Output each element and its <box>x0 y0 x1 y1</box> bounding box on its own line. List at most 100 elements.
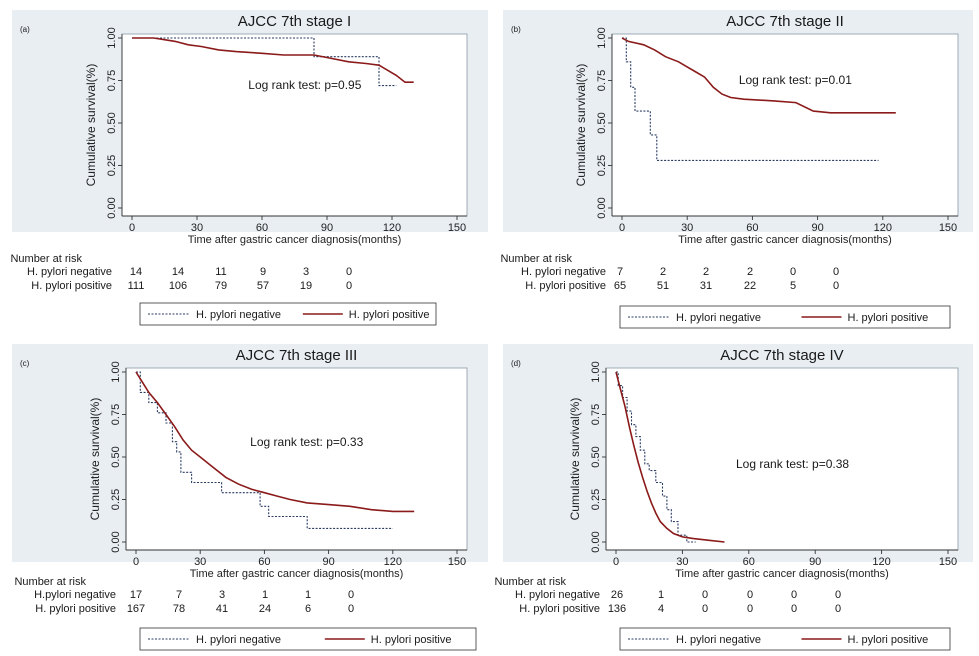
survival-curve-positive <box>615 371 725 543</box>
x-tick-label: 30 <box>681 222 693 234</box>
plot-area <box>121 33 468 217</box>
risk-value: 0 <box>747 603 753 615</box>
x-tick-label: 0 <box>613 556 619 568</box>
risk-value: 57 <box>257 280 269 292</box>
risk-value: 1 <box>658 589 664 601</box>
y-tick-label: 0.25 <box>106 155 118 176</box>
risk-value: 6 <box>305 603 311 615</box>
plot-area <box>125 367 468 551</box>
risk-value: 0 <box>790 266 796 278</box>
risk-table-header: Number at risk <box>10 253 82 265</box>
x-tick-label: 120 <box>383 222 401 234</box>
x-tick-label: 30 <box>676 556 688 568</box>
risk-table-header: Number at risk <box>14 576 86 588</box>
risk-value: 41 <box>216 603 228 615</box>
risk-row-label: H. pylori positive <box>31 280 112 292</box>
risk-value: 17 <box>130 589 142 601</box>
risk-value: 1 <box>262 589 268 601</box>
y-axis-label: Cumulative survival(%) <box>568 398 582 521</box>
risk-value: 2 <box>747 266 753 278</box>
log-rank-annotation: Log rank test: p=0.95 <box>248 78 361 92</box>
x-tick-label: 150 <box>939 556 957 568</box>
risk-row-label: H. pylori negative <box>521 266 606 278</box>
x-tick-label: 30 <box>191 222 203 234</box>
risk-value: 5 <box>790 280 796 292</box>
legend-label-negative: H. pylori negative <box>196 634 281 646</box>
risk-value: 0 <box>835 603 841 615</box>
risk-value: 0 <box>835 589 841 601</box>
risk-value: 3 <box>303 266 309 278</box>
risk-value: 24 <box>259 603 271 615</box>
risk-value: 26 <box>611 589 623 601</box>
risk-value: 0 <box>833 266 839 278</box>
risk-row-label: H. pylori positive <box>35 603 116 615</box>
legend-label-positive: H. pylori positive <box>371 634 452 646</box>
y-tick-label: 1.00 <box>596 27 608 48</box>
plot-area <box>605 367 959 551</box>
x-axis-label: Time after gastric cancer diagnosis(mont… <box>188 234 402 246</box>
panel-label: (a) <box>20 25 30 34</box>
x-axis-label: Time after gastric cancer diagnosis(mont… <box>678 234 892 246</box>
risk-value: 106 <box>169 280 187 292</box>
survival-curve-positive <box>621 37 896 114</box>
legend-box <box>619 305 951 329</box>
risk-row-label: H. pylori positive <box>519 603 600 615</box>
legend-label-negative: H. pylori negative <box>676 634 761 646</box>
y-tick-label: 0.25 <box>596 155 608 176</box>
chart-title: AJCC 7th stage IV <box>720 347 843 364</box>
risk-value: 0 <box>702 603 708 615</box>
risk-value: 65 <box>614 280 626 292</box>
x-tick-label: 90 <box>811 222 823 234</box>
x-tick-label: 60 <box>256 222 268 234</box>
risk-table-header: Number at risk <box>500 253 572 265</box>
risk-value: 7 <box>617 266 623 278</box>
x-axis-label: Time after gastric cancer diagnosis(mont… <box>190 568 404 580</box>
x-tick-label: 120 <box>384 556 402 568</box>
y-tick-label: 0.00 <box>110 531 122 552</box>
y-tick-label: 0.75 <box>596 70 608 91</box>
risk-value: 14 <box>130 266 142 278</box>
risk-value: 0 <box>833 280 839 292</box>
y-tick-label: 1.00 <box>106 27 118 48</box>
x-tick-label: 0 <box>133 556 139 568</box>
y-tick-label: 1.00 <box>590 361 602 382</box>
plot-area <box>611 33 959 217</box>
y-tick-label: 0.25 <box>590 489 602 510</box>
risk-row-label: H. pylori positive <box>525 280 606 292</box>
risk-value: 79 <box>215 280 227 292</box>
km-panel-3: AJCC 7th stage III(c)0 30 60 90 120 1500.000.… <box>12 344 488 651</box>
risk-value: 78 <box>173 603 185 615</box>
x-tick-label: 90 <box>321 222 333 234</box>
x-tick-label: 120 <box>874 222 892 234</box>
legend-label-positive: H. pylori positive <box>349 309 430 321</box>
risk-value: 2 <box>660 266 666 278</box>
risk-value: 3 <box>219 589 225 601</box>
panel-label: (b) <box>511 25 521 34</box>
y-axis-label: Cumulative survival(%) <box>574 64 588 187</box>
risk-value: 4 <box>658 603 664 615</box>
risk-value: 0 <box>346 280 352 292</box>
risk-value: 1 <box>305 589 311 601</box>
risk-value: 111 <box>128 280 145 292</box>
legend-label-positive: H. pylori positive <box>848 312 929 324</box>
survival-curve-negative <box>616 371 696 543</box>
y-tick-label: 0.50 <box>596 112 608 133</box>
x-tick-label: 0 <box>619 222 625 234</box>
risk-value: 11 <box>215 266 226 278</box>
y-tick-label: 0.25 <box>110 489 122 510</box>
risk-row-label: H.pylori negative <box>34 589 116 601</box>
risk-value: 0 <box>702 589 708 601</box>
risk-value: 14 <box>172 266 184 278</box>
legend: H. pylori negative H. pylori positive <box>619 305 951 329</box>
y-tick-label: 0.75 <box>106 70 118 91</box>
x-tick-label: 120 <box>872 556 890 568</box>
x-tick-label: 90 <box>322 556 334 568</box>
risk-value: 31 <box>700 280 712 292</box>
legend-box <box>139 627 477 651</box>
risk-value: 0 <box>348 589 354 601</box>
x-tick-label: 90 <box>809 556 821 568</box>
log-rank-annotation: Log rank test: p=0.33 <box>250 435 363 449</box>
y-tick-label: 0.50 <box>106 112 118 133</box>
x-tick-label: 60 <box>743 556 755 568</box>
y-tick-label: 0.75 <box>110 404 122 425</box>
